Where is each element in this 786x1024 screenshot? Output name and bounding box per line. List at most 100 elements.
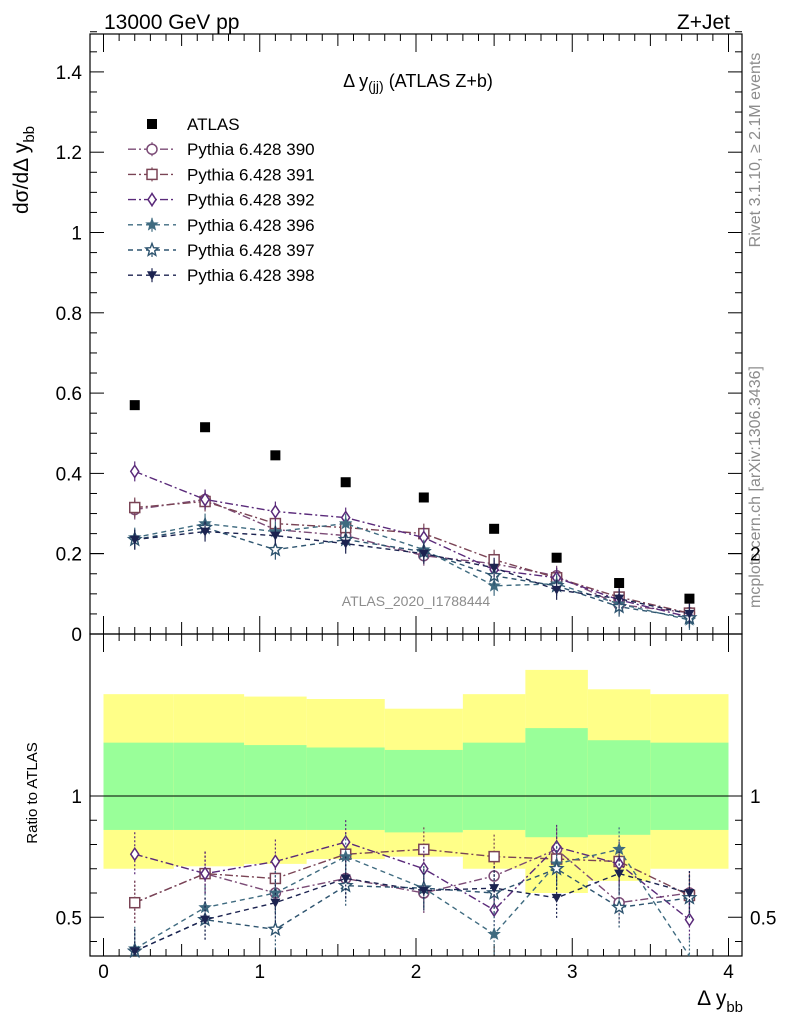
- atlas-point: [200, 422, 211, 433]
- data-point: [270, 504, 281, 519]
- ratio-tick-label-left: 2: [71, 545, 82, 566]
- ratio-point: [200, 866, 210, 881]
- ratio-tick-label-right: 1: [750, 787, 761, 808]
- y-tick-label: 0: [71, 625, 82, 646]
- ratio-point: [551, 893, 562, 903]
- band-inner: [244, 745, 307, 830]
- series-main-4: [126, 517, 698, 628]
- legend-label: Pythia 6.428 396: [187, 216, 315, 235]
- legend-marker: [147, 271, 157, 281]
- x-tick-label: 2: [411, 962, 422, 983]
- data-point: [418, 549, 429, 559]
- x-axis-label-sub: bb: [726, 999, 743, 1016]
- ratio-point: [418, 886, 429, 896]
- legend-label: Pythia 6.428 398: [187, 266, 315, 285]
- ratio-point: [340, 874, 351, 884]
- legend-marker: [146, 143, 158, 155]
- mcplots-label: mcplots.cern.ch [arXiv:1306.3436]: [747, 366, 764, 608]
- band-inner: [306, 747, 385, 830]
- rivet-label: Rivet 3.1.10, ≥ 2.1M events: [747, 53, 764, 248]
- ratio-point: [418, 843, 430, 856]
- band-inner: [462, 742, 526, 830]
- ratio-point: [129, 896, 141, 909]
- band-inner: [103, 742, 174, 830]
- legend-label: Pythia 6.428 392: [187, 191, 315, 210]
- title-main: Δ y: [343, 71, 368, 91]
- ratio-bands: [103, 669, 729, 893]
- ratio-point: [684, 912, 695, 928]
- legend-label: Pythia 6.428 390: [187, 140, 315, 159]
- atlas-point: [684, 593, 695, 604]
- y-axis-label-main-sub: bb: [21, 126, 38, 143]
- data-point: [551, 585, 562, 595]
- ratio-tick-label-right: 2: [750, 545, 761, 566]
- data-point: [489, 563, 500, 573]
- y-tick-label: 1: [71, 224, 82, 245]
- x-tick-label: 3: [567, 962, 578, 983]
- atlas-point: [489, 523, 500, 534]
- y-tick-label: 0.8: [56, 304, 82, 325]
- ratio-point: [488, 850, 500, 863]
- x-axis-label: Δ ybb: [697, 987, 743, 1016]
- ratio-point: [614, 869, 625, 879]
- legend-label: ATLAS: [187, 115, 240, 134]
- svg-text:dσ/dΔ ybb: dσ/dΔ ybb: [10, 126, 38, 214]
- band-inner: [384, 749, 463, 833]
- ratio-point: [489, 902, 500, 918]
- series-main-5: [129, 521, 695, 624]
- ratio-tick-label-left: 0.5: [56, 908, 82, 929]
- legend-marker: [143, 241, 161, 257]
- ratio-point: [129, 846, 140, 862]
- legend-label: Pythia 6.428 391: [187, 165, 315, 184]
- legend-label: Pythia 6.428 397: [187, 241, 315, 260]
- y-axis-label-ratio: Ratio to ATLAS: [24, 742, 41, 843]
- series-line: [134, 498, 690, 614]
- atlas-point: [551, 552, 562, 563]
- axis-ticks: 0 0.2 0.4 0.6 0.8 1 1.2 1.4 0.5 0.5 1 1 2 2 0 1 2 3 4: [56, 31, 776, 983]
- header-left: 13000 GeV pp: [104, 11, 239, 34]
- ratio-point: [129, 947, 140, 957]
- ratio-series: [126, 820, 698, 959]
- band-inner: [173, 742, 245, 830]
- ratio-tick-label-right: 0.5: [750, 908, 776, 929]
- band-inner: [525, 728, 588, 838]
- x-tick-label: 1: [254, 962, 265, 983]
- ratio-point: [267, 920, 284, 937]
- legend-entry-5: Pythia 6.428 398: [128, 266, 315, 285]
- header-right: Z+Jet: [677, 11, 730, 34]
- ratio-point: [487, 927, 501, 941]
- atlas-point: [129, 400, 140, 411]
- ratio-tick-label-left: 1: [71, 787, 82, 808]
- band-inner: [587, 740, 651, 835]
- ratio-point: [611, 899, 628, 915]
- data-point: [200, 527, 211, 537]
- data-point: [340, 539, 351, 549]
- data-point: [338, 516, 353, 530]
- legend-entry-2: Pythia 6.428 392: [128, 191, 315, 210]
- y-tick-label: 1.4: [56, 63, 83, 84]
- legend-marker: [145, 217, 159, 231]
- ratio-line: [134, 872, 690, 952]
- atlas-point: [270, 450, 281, 461]
- ratio-point: [270, 898, 281, 908]
- legend-entry-atlas: ATLAS: [147, 115, 240, 134]
- data-point: [270, 531, 281, 541]
- y-axis-label-main: dσ/dΔ ybb: [10, 126, 38, 214]
- series-main-3: [127, 513, 697, 630]
- data-point: [267, 541, 284, 557]
- title-sub: (jj): [368, 78, 384, 94]
- data-point: [129, 464, 140, 479]
- atlas-point: [418, 492, 429, 503]
- x-tick-label: 0: [98, 962, 109, 983]
- series-line: [134, 522, 690, 621]
- data-point: [684, 609, 695, 619]
- data-point: [129, 535, 140, 545]
- y-tick-label: 0.2: [56, 545, 82, 566]
- data-point: [614, 594, 625, 604]
- plot-title: Δ y(jj) (ATLAS Z+b): [343, 71, 493, 94]
- y-tick-label: 0.6: [56, 384, 82, 405]
- legend-entry-0: Pythia 6.428 390: [128, 140, 315, 159]
- x-axis-label-text: Δ y: [697, 987, 727, 1010]
- legend-entry-4: Pythia 6.428 397: [128, 241, 315, 260]
